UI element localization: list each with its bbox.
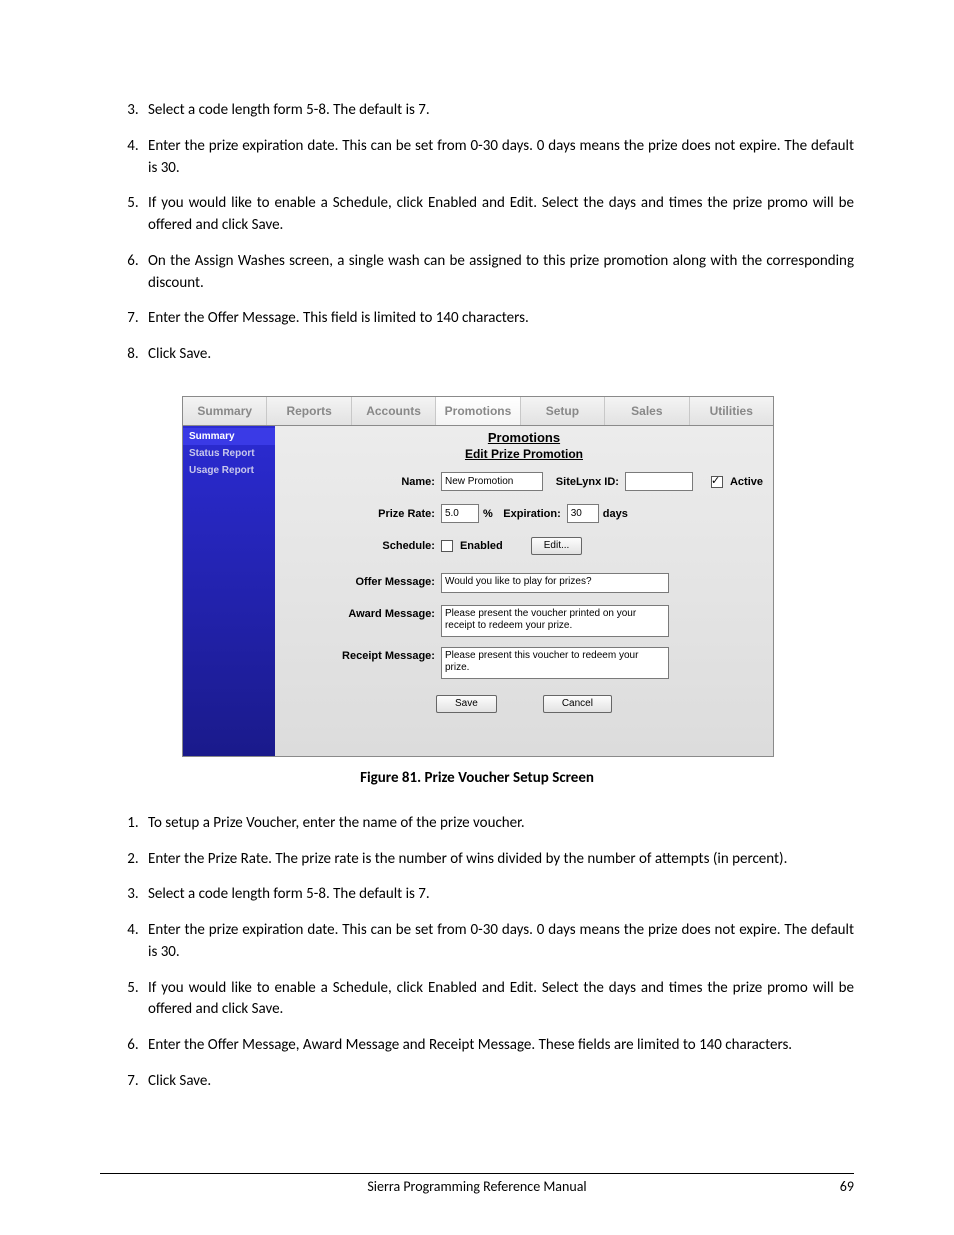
name-label: Name: [285, 476, 441, 488]
cancel-button[interactable]: Cancel [543, 695, 612, 713]
receipt-input[interactable] [441, 647, 669, 679]
instruction-item: Select a code length form 5-8. The defau… [142, 884, 854, 906]
prize-rate-input[interactable] [441, 504, 479, 523]
instruction-list-bottom: To setup a Prize Voucher, enter the name… [100, 813, 854, 1093]
sidebar-item-usage-report[interactable]: Usage Report [183, 462, 275, 479]
instruction-item: Click Save. [142, 1071, 854, 1093]
instruction-item: If you would like to enable a Schedule, … [142, 978, 854, 1022]
sitelynx-input[interactable] [625, 472, 693, 491]
instruction-item: On the Assign Washes screen, a single wa… [142, 251, 854, 295]
offer-input[interactable] [441, 573, 669, 593]
edit-button[interactable]: Edit... [531, 537, 583, 555]
footer-page-number: 69 [794, 1178, 854, 1195]
offer-label: Offer Message: [285, 573, 441, 588]
section-subtitle: Edit Prize Promotion [285, 447, 763, 461]
percent-label: % [483, 508, 493, 520]
enabled-label: Enabled [460, 540, 503, 552]
footer-title: Sierra Programming Reference Manual [160, 1178, 794, 1195]
instruction-item: Select a code length form 5-8. The defau… [142, 100, 854, 122]
tab-summary[interactable]: Summary [183, 397, 267, 425]
expiration-input[interactable] [567, 504, 599, 523]
tab-accounts[interactable]: Accounts [352, 397, 436, 425]
instruction-item: Enter the prize expiration date. This ca… [142, 136, 854, 180]
expiration-label: Expiration: [493, 508, 567, 520]
instruction-list-top: Select a code length form 5-8. The defau… [100, 100, 854, 366]
instruction-item: Enter the Prize Rate. The prize rate is … [142, 849, 854, 871]
screenshot-figure: SummaryReportsAccountsPromotionsSetupSal… [182, 396, 772, 757]
award-label: Award Message: [285, 605, 441, 620]
tab-reports[interactable]: Reports [267, 397, 351, 425]
instruction-item: To setup a Prize Voucher, enter the name… [142, 813, 854, 835]
tab-promotions[interactable]: Promotions [436, 397, 520, 425]
tab-setup[interactable]: Setup [521, 397, 605, 425]
tab-utilities[interactable]: Utilities [690, 397, 773, 425]
sidebar-item-summary[interactable]: Summary [183, 428, 275, 445]
days-label: days [603, 508, 628, 520]
active-label: Active [730, 476, 763, 488]
sitelynx-label: SiteLynx ID: [543, 476, 625, 488]
instruction-item: Enter the Offer Message. This field is l… [142, 308, 854, 330]
app-window: SummaryReportsAccountsPromotionsSetupSal… [182, 396, 774, 757]
sidebar: SummaryStatus ReportUsage Report [183, 426, 275, 756]
instruction-item: Click Save. [142, 344, 854, 366]
instruction-item: Enter the prize expiration date. This ca… [142, 920, 854, 964]
app-tabs: SummaryReportsAccountsPromotionsSetupSal… [183, 397, 773, 426]
sidebar-item-status-report[interactable]: Status Report [183, 445, 275, 462]
name-input[interactable] [441, 472, 543, 491]
active-checkbox[interactable] [711, 476, 723, 488]
figure-caption: Figure 81. Prize Voucher Setup Screen [100, 769, 854, 787]
main-panel: Promotions Edit Prize Promotion Name: Si… [275, 426, 773, 756]
page-footer: Sierra Programming Reference Manual 69 [100, 1173, 854, 1195]
instruction-item: If you would like to enable a Schedule, … [142, 193, 854, 237]
prize-rate-label: Prize Rate: [285, 508, 441, 520]
save-button[interactable]: Save [436, 695, 497, 713]
enabled-checkbox[interactable] [441, 540, 453, 552]
schedule-label: Schedule: [285, 540, 441, 552]
award-input[interactable] [441, 605, 669, 637]
section-title: Promotions [285, 430, 763, 445]
instruction-item: Enter the Offer Message, Award Message a… [142, 1035, 854, 1057]
receipt-label: Receipt Message: [285, 647, 441, 662]
tab-sales[interactable]: Sales [605, 397, 689, 425]
